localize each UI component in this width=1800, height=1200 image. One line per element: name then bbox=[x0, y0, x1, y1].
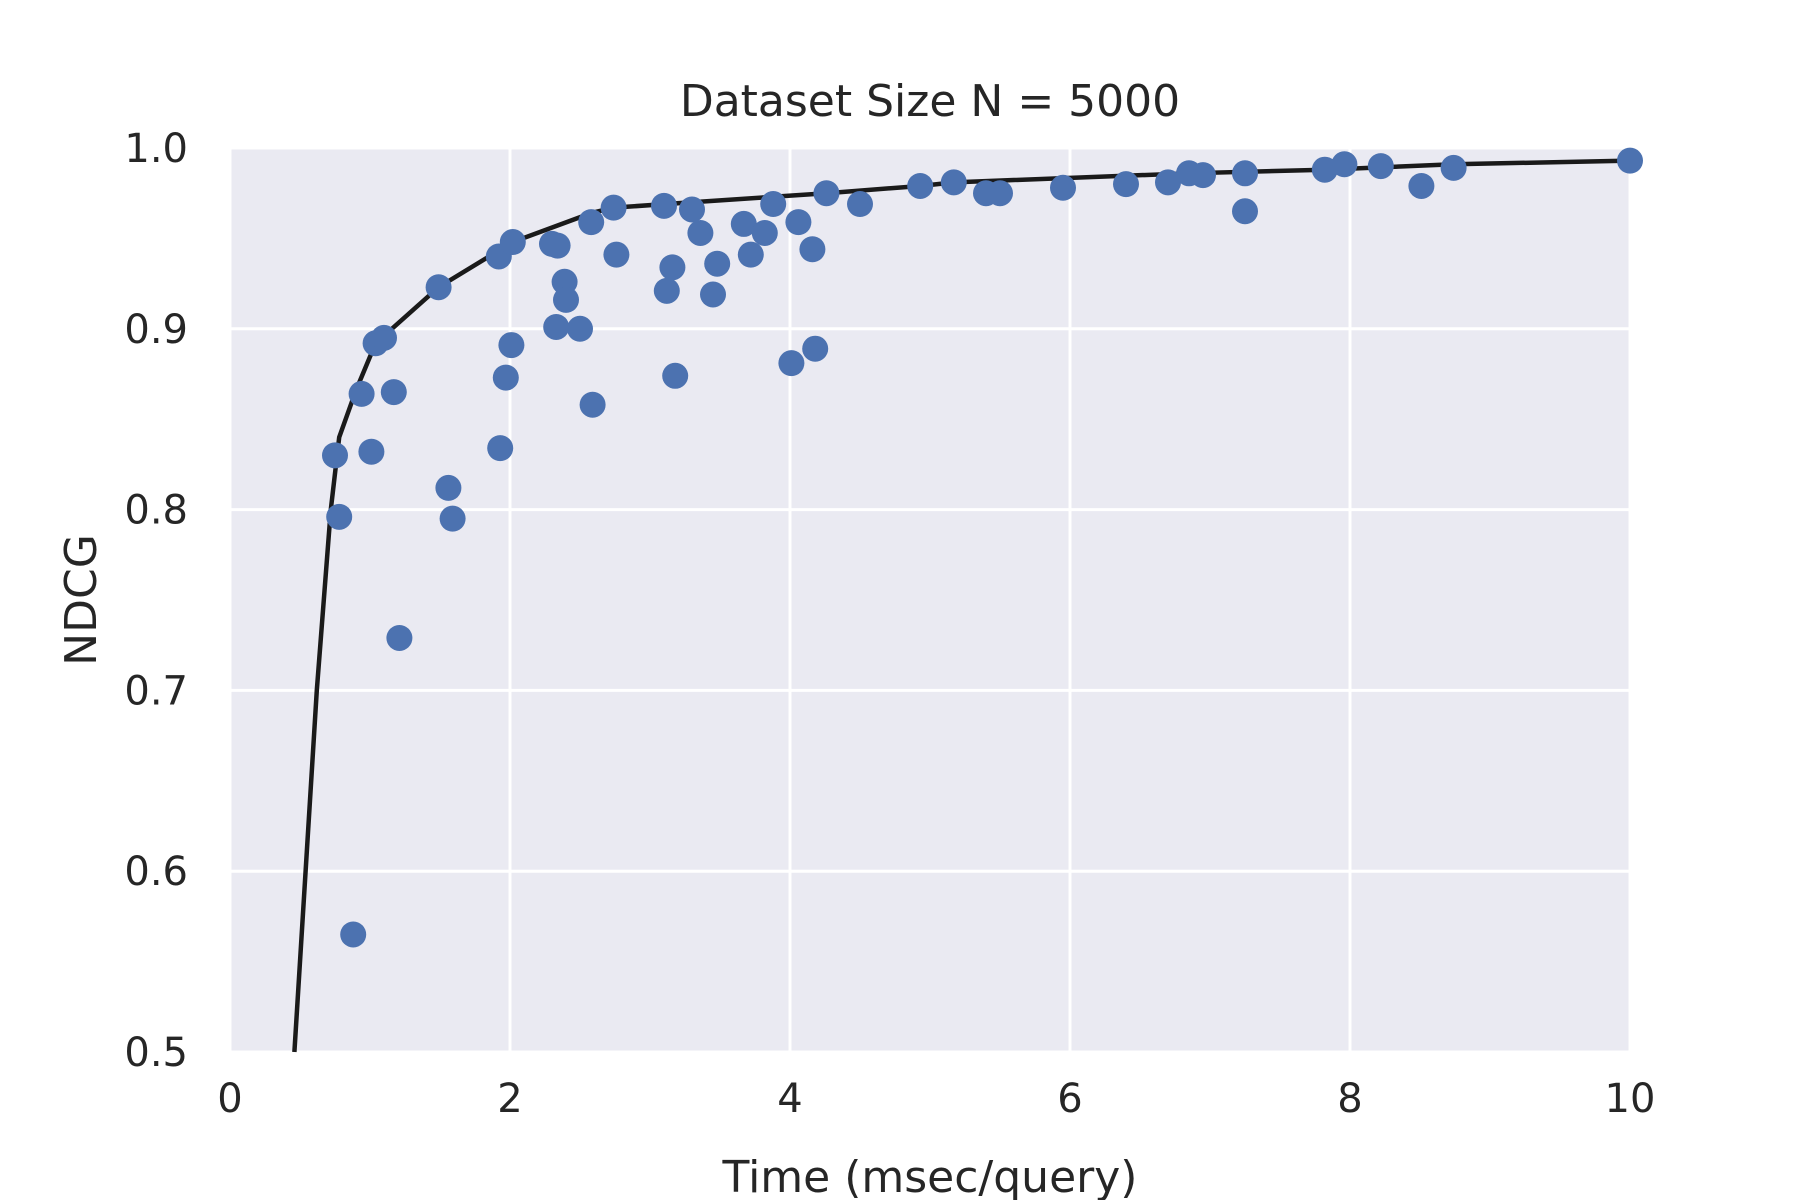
scatter-points-layer bbox=[322, 147, 1643, 948]
chart-title: Dataset Size N = 5000 bbox=[680, 76, 1180, 127]
data-point bbox=[499, 229, 526, 256]
data-point bbox=[425, 274, 452, 301]
data-point bbox=[659, 254, 686, 281]
data-point bbox=[492, 364, 519, 391]
data-point bbox=[662, 362, 689, 389]
data-point bbox=[1331, 151, 1358, 178]
data-point bbox=[1408, 172, 1435, 199]
data-point bbox=[603, 241, 630, 268]
data-point bbox=[578, 209, 605, 236]
data-point bbox=[1113, 171, 1139, 198]
data-point bbox=[1367, 153, 1394, 180]
x-tick-label: 4 bbox=[777, 1076, 802, 1122]
data-point bbox=[1440, 154, 1467, 181]
data-point bbox=[907, 172, 934, 199]
data-point bbox=[987, 180, 1013, 207]
x-tick-label: 10 bbox=[1605, 1076, 1656, 1122]
data-point bbox=[651, 192, 677, 219]
data-point bbox=[751, 219, 778, 246]
data-point bbox=[799, 236, 826, 263]
data-point bbox=[348, 380, 375, 407]
y-tick-label: 0.5 bbox=[124, 1030, 188, 1076]
data-point bbox=[326, 503, 353, 530]
data-point bbox=[1617, 147, 1643, 174]
y-tick-label: 0.8 bbox=[124, 488, 188, 534]
plot-area bbox=[230, 148, 1630, 1052]
x-tick-label: 6 bbox=[1057, 1076, 1082, 1122]
data-point bbox=[687, 219, 714, 246]
data-point bbox=[1190, 162, 1216, 189]
data-point bbox=[487, 435, 514, 462]
data-point bbox=[553, 286, 579, 313]
x-axis-label: Time (msec/query) bbox=[722, 1152, 1138, 1200]
y-axis-label: NDCG bbox=[56, 534, 107, 666]
data-point bbox=[371, 324, 397, 351]
data-point bbox=[700, 281, 726, 308]
data-point bbox=[679, 196, 705, 223]
data-point bbox=[1050, 174, 1076, 201]
data-point bbox=[439, 505, 466, 532]
x-tick-label: 8 bbox=[1337, 1076, 1362, 1122]
x-tick-label: 0 bbox=[217, 1076, 242, 1122]
data-point bbox=[653, 277, 680, 304]
data-point bbox=[386, 624, 413, 651]
data-point bbox=[340, 921, 367, 948]
data-point bbox=[1155, 169, 1181, 196]
y-tick-label: 1.0 bbox=[124, 126, 188, 172]
x-tick-label: 2 bbox=[497, 1076, 522, 1122]
data-point bbox=[544, 232, 571, 259]
data-point bbox=[704, 250, 731, 277]
data-point bbox=[380, 379, 407, 406]
data-point bbox=[498, 332, 525, 359]
tick-labels: 0 2 4 6 8 10 0.5 0.6 0.7 0.8 0.9 1.0 bbox=[124, 126, 1655, 1122]
y-tick-label: 0.7 bbox=[124, 668, 188, 714]
data-point bbox=[322, 442, 348, 469]
data-point bbox=[940, 169, 967, 196]
y-tick-label: 0.6 bbox=[124, 849, 188, 895]
y-tick-label: 0.9 bbox=[124, 307, 188, 353]
data-point bbox=[730, 210, 757, 237]
data-point bbox=[813, 180, 840, 207]
data-point bbox=[1311, 156, 1338, 183]
data-point bbox=[785, 209, 812, 236]
data-point bbox=[435, 474, 462, 501]
data-point bbox=[1232, 160, 1258, 187]
data-point bbox=[802, 335, 829, 362]
data-point bbox=[1232, 198, 1258, 225]
data-point bbox=[543, 313, 570, 340]
data-point bbox=[778, 350, 805, 377]
data-point bbox=[737, 241, 764, 268]
grid bbox=[228, 146, 1632, 1054]
data-point bbox=[358, 438, 385, 465]
data-point bbox=[579, 391, 606, 418]
data-point bbox=[847, 191, 873, 218]
data-point bbox=[600, 194, 627, 221]
data-point bbox=[760, 191, 787, 218]
data-point bbox=[567, 315, 593, 342]
